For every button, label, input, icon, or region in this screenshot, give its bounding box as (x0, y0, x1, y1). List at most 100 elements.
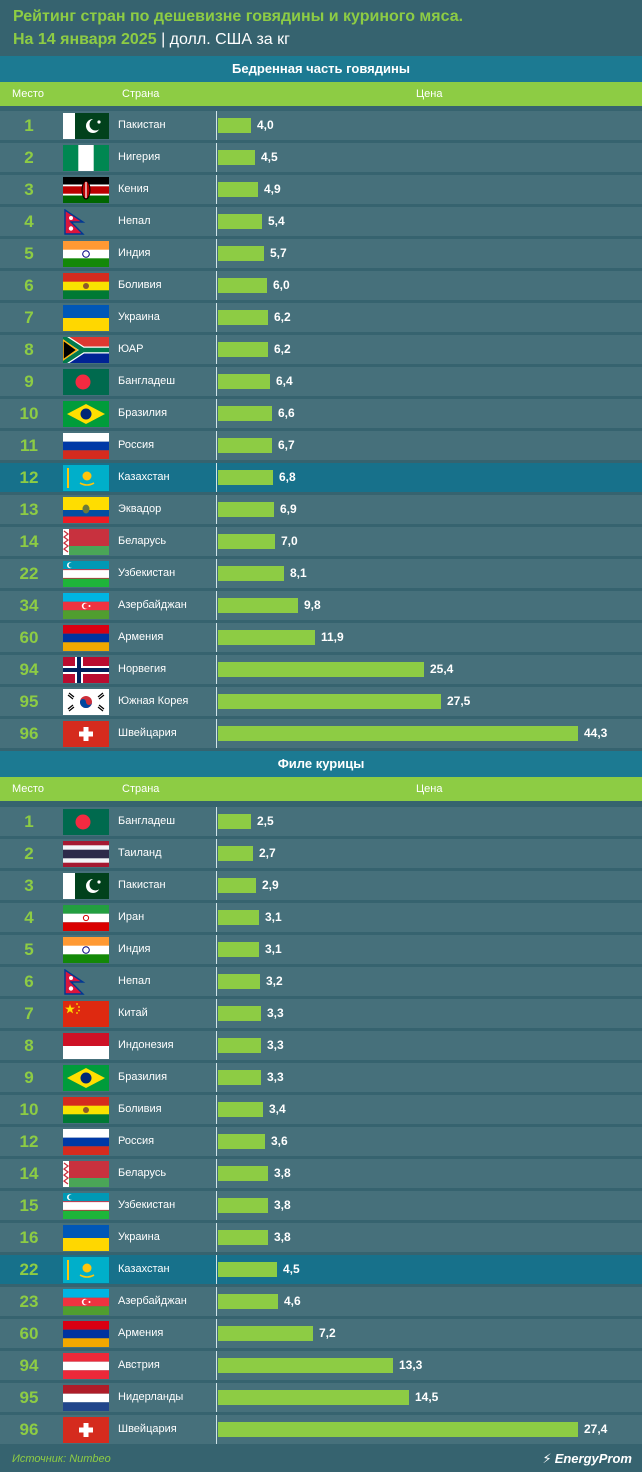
bar (218, 1262, 277, 1277)
uzbekistan-flag-icon (63, 561, 109, 587)
beef-section-title: Бедренная часть говядины (0, 56, 642, 82)
country-label: Австрия (118, 1359, 160, 1371)
bar (218, 1006, 261, 1021)
table-row: 16 Украина 3,8 (0, 1223, 642, 1252)
rank-label: 9 (24, 1068, 34, 1087)
bar (218, 1294, 278, 1309)
india-flag-icon (63, 937, 109, 963)
bar (218, 878, 256, 893)
rank-label: 94 (19, 1356, 39, 1375)
norway-flag-icon (63, 657, 109, 683)
country-label: Индонезия (118, 1039, 174, 1051)
rank-label: 7 (24, 308, 34, 327)
country-label: Казахстан (118, 471, 170, 483)
table-row: 60 Армения 7,2 (0, 1319, 642, 1348)
axis-line (216, 1383, 217, 1412)
country-label: Армения (118, 631, 164, 643)
table-row: 7 Китай 3,3 (0, 999, 642, 1028)
axis-line (216, 399, 217, 428)
table-row: 2 Нигерия 4,5 (0, 143, 642, 172)
axis-line (216, 591, 217, 620)
bar (218, 1326, 313, 1341)
axis-line (216, 559, 217, 588)
data-label: 6,9 (280, 502, 297, 516)
country-label: Пакистан (118, 119, 166, 131)
bar (218, 1198, 268, 1213)
table-row: 14 Беларусь 3,8 (0, 1159, 642, 1188)
russia-flag-icon (63, 1129, 109, 1155)
table-row: 94 Норвегия 25,4 (0, 655, 642, 684)
thailand-flag-icon (63, 841, 109, 867)
data-label: 3,6 (271, 1134, 288, 1148)
data-label: 6,6 (278, 406, 295, 420)
axis-line (216, 1191, 217, 1220)
armenia-flag-icon (63, 1321, 109, 1347)
bar (218, 630, 315, 645)
column-country: Страна (122, 783, 160, 795)
bar (218, 534, 275, 549)
bar (218, 182, 258, 197)
bar (218, 1038, 261, 1053)
table-row: 9 Бразилия 3,3 (0, 1063, 642, 1092)
table-row: 10 Боливия 3,4 (0, 1095, 642, 1124)
axis-line (216, 1287, 217, 1316)
rank-label: 23 (19, 1292, 39, 1311)
axis-line (216, 839, 217, 868)
pakistan-flag-icon (63, 113, 109, 139)
rank-label: 15 (19, 1196, 39, 1215)
table-row: 96 Швейцария 27,4 (0, 1415, 642, 1444)
brand-name: EnergyProm (554, 1451, 632, 1466)
data-label: 3,3 (267, 1070, 284, 1084)
table-row: 3 Пакистан 2,9 (0, 871, 642, 900)
rank-label: 1 (24, 116, 34, 135)
bar (218, 406, 272, 421)
unit-label: долл. США за кг (169, 31, 290, 48)
rank-label: 5 (24, 244, 34, 263)
rank-label: 4 (24, 908, 34, 927)
rank-label: 4 (24, 212, 34, 231)
data-label: 27,4 (584, 1422, 608, 1436)
kenya-flag-icon (63, 177, 109, 203)
rank-label: 2 (24, 148, 34, 167)
country-label: Украина (118, 1231, 160, 1243)
footer: Источник: Numbeo ⚡ EnergyProm (0, 1446, 642, 1472)
nigeria-flag-icon (63, 145, 109, 171)
axis-line (216, 303, 217, 332)
data-label: 6,4 (276, 374, 293, 388)
axis-line (216, 871, 217, 900)
axis-line (216, 463, 217, 492)
austria-flag-icon (63, 1353, 109, 1379)
data-label: 5,7 (270, 246, 287, 260)
axis-line (216, 175, 217, 204)
rank-label: 3 (24, 180, 34, 199)
table-row: 7 Украина 6,2 (0, 303, 642, 332)
rank-label: 7 (24, 1004, 34, 1023)
rank-label: 34 (19, 596, 39, 615)
data-label: 2,7 (259, 846, 276, 860)
axis-line (216, 1063, 217, 1092)
table-row: 12 Россия 3,6 (0, 1127, 642, 1156)
rank-label: 22 (19, 1260, 39, 1279)
bar (218, 278, 267, 293)
table-row: 5 Индия 3,1 (0, 935, 642, 964)
azerbaijan-flag-icon (63, 593, 109, 619)
column-price: Цена (416, 88, 443, 100)
country-label: Бразилия (118, 1071, 168, 1083)
country-label: Азербайджан (118, 1295, 187, 1307)
country-label: Узбекистан (118, 1199, 176, 1211)
rank-label: 96 (19, 1420, 39, 1439)
table-row: 9 Бангладеш 6,4 (0, 367, 642, 396)
axis-line (216, 431, 217, 460)
indonesia-flag-icon (63, 1033, 109, 1059)
data-label: 5,4 (268, 214, 285, 228)
bar (218, 942, 259, 957)
beef-column-header: Место Страна Цена (0, 82, 642, 106)
axis-line (216, 1095, 217, 1124)
axis-line (216, 1031, 217, 1060)
country-label: Индия (118, 247, 151, 259)
country-label: Нигерия (118, 151, 161, 163)
axis-line (216, 903, 217, 932)
belarus-flag-icon (63, 529, 109, 555)
country-label: Швейцария (118, 1423, 177, 1435)
axis-line (216, 687, 217, 716)
